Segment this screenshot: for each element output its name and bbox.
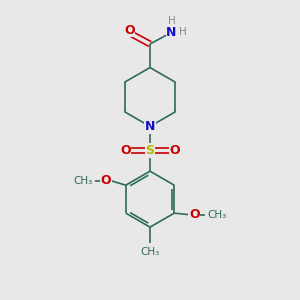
Text: O: O (120, 144, 131, 157)
Text: O: O (189, 208, 200, 221)
Text: S: S (146, 144, 154, 157)
Text: CH₃: CH₃ (208, 210, 227, 220)
Text: N: N (145, 120, 155, 133)
Text: CH₃: CH₃ (140, 247, 160, 257)
Text: H: H (178, 27, 186, 37)
Text: N: N (166, 26, 177, 39)
Text: O: O (124, 24, 135, 37)
Text: O: O (100, 174, 111, 187)
Text: H: H (168, 16, 176, 26)
Text: CH₃: CH₃ (73, 176, 92, 186)
Text: O: O (169, 144, 180, 157)
